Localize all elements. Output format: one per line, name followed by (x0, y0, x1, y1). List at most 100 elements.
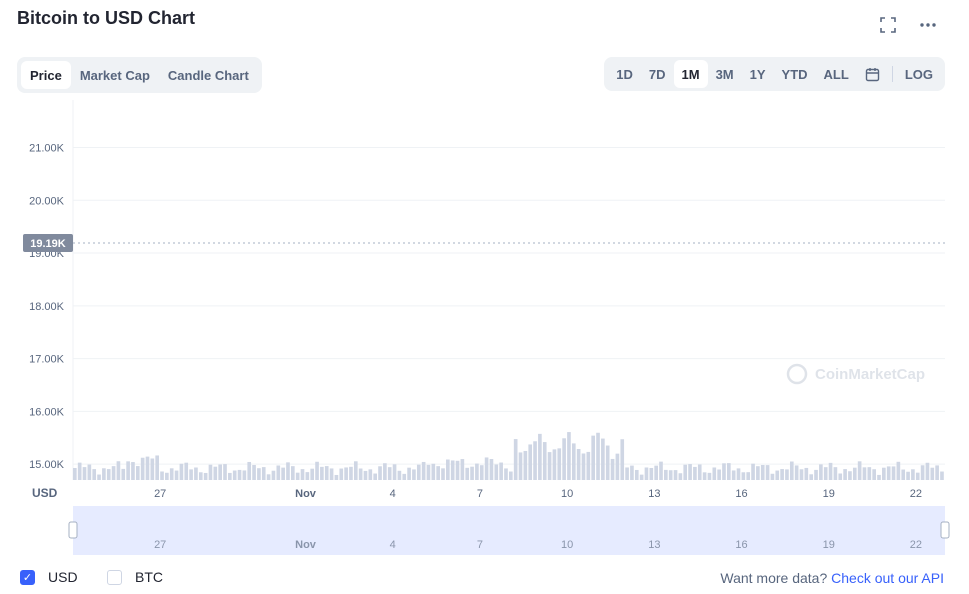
range-ytd[interactable]: YTD (774, 60, 816, 88)
volume-bar (916, 473, 920, 480)
volume-bar (257, 468, 261, 480)
x-tick-label: 19 (823, 488, 835, 500)
volume-bar (223, 464, 227, 480)
btc-checkbox[interactable]: BTC (107, 569, 163, 585)
volume-bar (189, 469, 193, 480)
volume-bar (751, 464, 755, 480)
volume-bar (872, 469, 876, 480)
api-promo: Want more data? Check out our API (720, 570, 944, 586)
volume-bar (829, 463, 833, 480)
volume-bar (524, 451, 528, 480)
navigator-handle-left[interactable] (69, 522, 77, 538)
metric-tabs: Price Market Cap Candle Chart (17, 57, 262, 93)
volume-bar (83, 467, 87, 480)
y-tick-label: 18.00K (29, 301, 65, 313)
volume-bar (155, 455, 159, 480)
tab-candle-chart[interactable]: Candle Chart (159, 61, 258, 89)
navigator-tick-label: 7 (477, 539, 483, 551)
volume-bar (146, 457, 150, 480)
volume-bar (262, 467, 266, 480)
volume-bar (301, 469, 305, 480)
tab-price[interactable]: Price (21, 61, 71, 89)
volume-bar (906, 472, 910, 480)
navigator-tick-label: 27 (154, 539, 166, 551)
volume-bar (213, 467, 217, 480)
watermark: CoinMarketCap (788, 365, 925, 383)
volume-bar (412, 469, 416, 480)
volume-bar (708, 473, 712, 480)
range-7d[interactable]: 7D (641, 60, 674, 88)
volume-bar (567, 432, 571, 480)
y-tick-label: 15.00K (29, 459, 65, 471)
volume-bar (863, 467, 867, 480)
volume-bar (533, 441, 537, 480)
volume-bar (582, 453, 586, 480)
volume-bar (131, 462, 135, 480)
volume-bar (562, 438, 566, 480)
volume-bar (635, 470, 639, 480)
navigator-tick-label: 22 (910, 539, 922, 551)
y-axis-unit: USD (32, 486, 58, 500)
volume-bar (291, 466, 295, 480)
volume-bar (286, 462, 290, 480)
volume-bar (630, 466, 634, 480)
volume-bar (528, 444, 532, 480)
volume-bar (465, 468, 469, 480)
volume-bar (151, 458, 155, 480)
volume-bar (184, 463, 188, 480)
volume-bar (344, 467, 348, 480)
price-chart[interactable]: 15.00K 16.00K 17.00K 18.00K 19.00K 20.00K 21.0… (0, 100, 969, 562)
volume-bar (310, 469, 314, 480)
range-1y[interactable]: 1Y (742, 60, 774, 88)
fullscreen-icon[interactable] (877, 14, 899, 36)
volume-bar (790, 462, 794, 480)
log-scale-button[interactable]: LOG (897, 60, 941, 88)
volume-bar (204, 473, 208, 480)
volume-bar (601, 439, 605, 480)
volume-bar (703, 472, 707, 480)
calendar-icon[interactable] (857, 60, 888, 88)
range-all[interactable]: ALL (816, 60, 857, 88)
page-title: Bitcoin to USD Chart (17, 8, 195, 29)
range-1m[interactable]: 1M (674, 60, 708, 88)
volume-bar (446, 460, 450, 480)
volume-bar (330, 468, 334, 480)
volume-bar (877, 475, 881, 480)
volume-bar (553, 449, 557, 480)
tab-market-cap[interactable]: Market Cap (71, 61, 159, 89)
volume-bar (698, 464, 702, 480)
volume-bar (800, 469, 804, 480)
navigator-band (73, 506, 945, 555)
volume-bar (359, 469, 363, 480)
volume-bar (267, 474, 271, 480)
volume-bar (199, 472, 203, 480)
volume-bar (519, 452, 523, 480)
volume-bar (388, 467, 392, 480)
volume-bar (194, 468, 198, 480)
volume-bars (73, 432, 944, 480)
navigator-handle-right[interactable] (941, 522, 949, 538)
usd-checkbox[interactable]: ✓ USD (20, 569, 78, 585)
x-tick-label: 27 (154, 488, 166, 500)
volume-bar (315, 462, 319, 480)
range-3m[interactable]: 3M (708, 60, 742, 88)
more-icon[interactable] (917, 14, 939, 36)
volume-bar (620, 439, 624, 480)
volume-bar (693, 467, 697, 480)
volume-bar (514, 439, 518, 480)
time-range-selector: 1D 7D 1M 3M 1Y YTD ALL LOG (604, 57, 945, 91)
y-tick-label: 20.00K (29, 195, 65, 207)
volume-bar (616, 454, 620, 480)
navigator-tick-label: 19 (823, 539, 835, 551)
volume-bar (320, 467, 324, 480)
volume-bar (233, 471, 237, 480)
checkbox-empty-icon (107, 570, 122, 585)
volume-bar (417, 465, 421, 480)
volume-bar (766, 465, 770, 480)
volume-bar (587, 452, 591, 480)
volume-bar (407, 468, 411, 480)
api-link[interactable]: Check out our API (831, 570, 944, 586)
volume-bar (930, 468, 934, 480)
range-1d[interactable]: 1D (608, 60, 641, 88)
y-tick-label: 16.00K (29, 406, 65, 418)
